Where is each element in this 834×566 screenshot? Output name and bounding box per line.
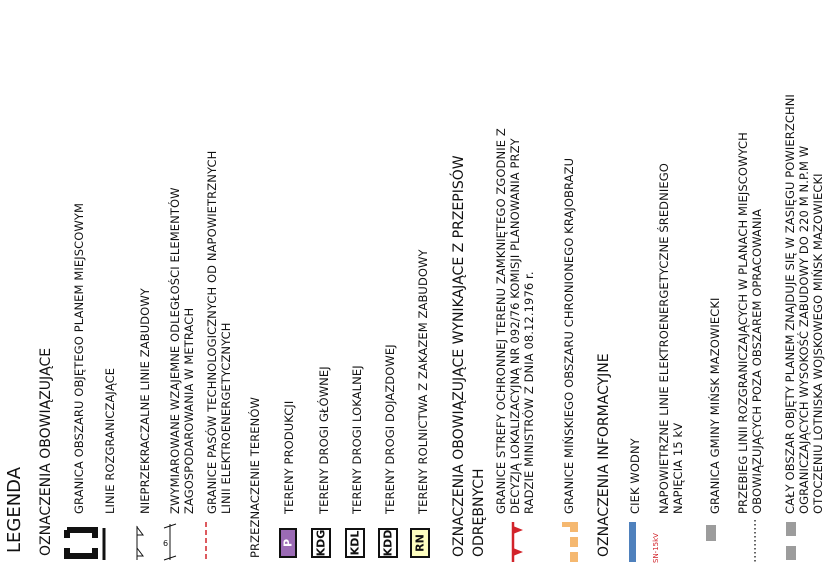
building-line-icon (136, 525, 144, 560)
solid-line-icon (102, 528, 106, 560)
item-text-building-line: NIEPRZEKRACZALNE LINIE ZABUDOWY (138, 288, 152, 514)
item-text-other-plans: PRZEBIEG LINII ROZGRANICZAJĄCYCH W PLANA… (736, 132, 764, 514)
section-heading-regulatory: OZNACZENIA OBOWIĄZUJĄCE WYNIKAJĄCE Z PRZ… (451, 155, 487, 557)
red-triangle-line-icon (511, 522, 523, 562)
badge-KDD: KDD (378, 528, 398, 558)
item-text-dimensions: ZWYMIAROWANE WZAJEMNE ODLEGŁOŚCI ELEMENT… (168, 187, 196, 514)
badge-P: P (279, 528, 297, 558)
dimension-line-icon: 6 (163, 523, 177, 561)
legend-title: LEGENDA (4, 466, 25, 553)
item-text-commune-border: GRANICA GMINY MIŃSK MAZOWIECKI (708, 297, 722, 514)
power-line-icon: SN-15kV (650, 521, 664, 565)
land-use-label-KDG: TERENY DROGI GŁÓWNEJ (317, 366, 331, 514)
svg-text:6: 6 (163, 539, 168, 548)
land-use-label-P: TERENY PRODUKCJI (282, 400, 296, 514)
item-text-watercourse: CIEK WODNY (628, 438, 642, 514)
land-use-label-RN: TERENY ROLNICTWA Z ZAKAZEM ZABUDOWY (416, 249, 430, 514)
badge-KDG: KDG (311, 528, 331, 558)
badge-RN: RN (410, 528, 430, 558)
dashed-red-line-icon (205, 522, 207, 560)
power-line-symbol-text: SN-15kV (652, 533, 660, 563)
item-text-power-lines: NAPOWIETRZNE LINIE ELEKTROENERGETYCZNE Ś… (657, 163, 685, 514)
badge-KDL: KDL (345, 528, 365, 558)
item-text-lines: LINIE ROZGRANICZAJĄCE (103, 367, 117, 514)
land-use-label-KDL: TERENY DROGI LOKALNEJ (350, 365, 364, 514)
gray-dash-icon (706, 525, 716, 541)
item-text-landscape-area: GRANICE MIŃSKIEGO OBSZARU CHRONIONEGO KR… (562, 157, 576, 514)
orange-dashed-boundary-icon (562, 522, 578, 562)
plan-boundary-bracket-icon (64, 527, 98, 559)
item-text-tech-strips: GRANICE PASÓW TECHNOLOGICZNYCH OD NAPOWI… (205, 150, 233, 514)
section-heading-informational: OZNACZENIA INFORMACYJNE (596, 353, 612, 557)
section-heading-obligatory: OZNACZENIA OBOWIĄZUJĄCE (38, 347, 54, 556)
dotted-line-icon (754, 520, 756, 562)
item-text-protection-zone: GRANICE STREFY OCHRONNEJ TERENU ZAMKNIĘT… (494, 128, 536, 514)
gray-dash-icon (786, 522, 796, 562)
land-use-label-KDD: TERENY DROGI DOJAZDOWEJ (383, 344, 397, 514)
land-use-heading: PRZEZNACZENIE TERENÓW (248, 397, 262, 558)
watercourse-icon (629, 522, 636, 562)
item-text-plan-boundary: GRANICA OBSZARU OBJĘTEGO PLANEM MIEJSCOW… (72, 203, 86, 514)
item-text-airport-zone: CAŁY OBSZAR OBJĘTY PLANEM ZNAJDUJE SIĘ W… (783, 94, 825, 514)
